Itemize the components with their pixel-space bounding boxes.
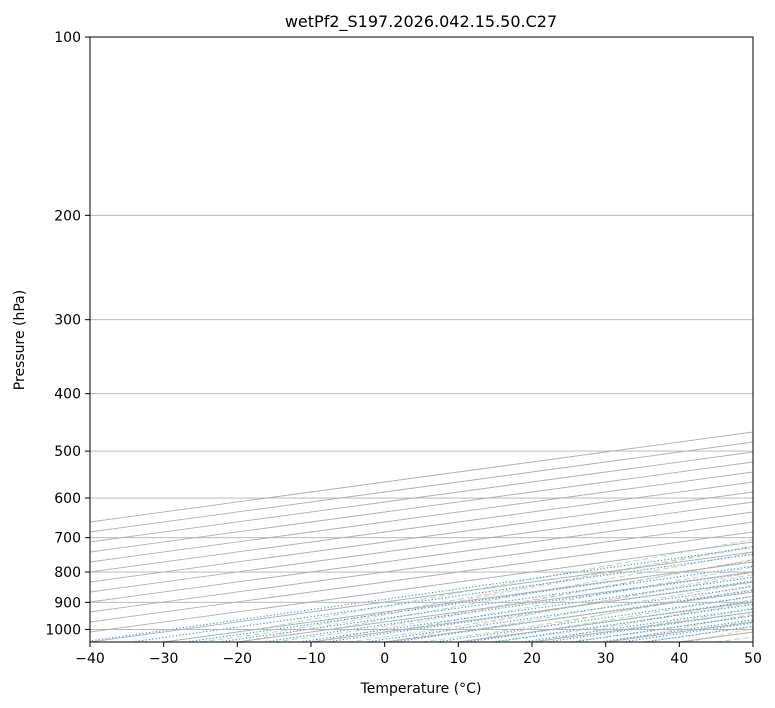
isotherm-line	[90, 511, 753, 603]
isotherm-line	[90, 471, 753, 563]
x-axis-title: Temperature (°C)	[360, 681, 482, 697]
x-tick-label: 40	[670, 651, 688, 667]
moist-adiabat	[310, 566, 753, 642]
x-axis: −40 −30 −20 −10 0 10 20 30 40 50	[75, 642, 762, 667]
mixing-ratio-line	[185, 561, 753, 642]
isotherm-line	[90, 501, 753, 593]
isotherm-line	[90, 461, 753, 553]
y-tick-label: 500	[54, 444, 81, 460]
dry-adiabat	[463, 585, 753, 642]
x-tick-label: 0	[380, 651, 389, 667]
moist-adiabat	[347, 574, 753, 642]
moist-adiabat	[274, 559, 753, 642]
x-tick-label: −30	[149, 651, 179, 667]
x-tick-label: −10	[296, 651, 326, 667]
moist-adiabat	[163, 539, 753, 642]
mixing-ratio-line	[218, 565, 753, 642]
moist-adiabat	[200, 545, 753, 642]
mixing-ratio-line	[262, 571, 753, 642]
y-axis: 100 200 300 400 500 600 700 800 900 1000	[45, 30, 90, 638]
y-tick-label: 600	[54, 491, 81, 507]
y-tick-label: 1000	[45, 622, 81, 638]
y-tick-label: 400	[54, 387, 81, 403]
background-lines	[90, 539, 753, 642]
isotherm-line	[90, 481, 753, 573]
y-tick-label: 200	[54, 208, 81, 224]
isotherm-line	[90, 491, 753, 583]
x-tick-label: 10	[449, 651, 467, 667]
x-tick-label: −20	[223, 651, 253, 667]
chart-title: wetPf2_S197.2026.042.15.50.C27	[285, 12, 557, 32]
mixing-ratio-line	[131, 553, 753, 642]
y-tick-label: 100	[54, 30, 81, 46]
dry-adiabat	[239, 546, 753, 642]
x-tick-label: 30	[597, 651, 615, 667]
y-tick-label: 700	[54, 531, 81, 547]
isotherm-line	[90, 451, 753, 543]
plot-frame	[89, 36, 754, 643]
mixing-ratio-line	[572, 615, 753, 642]
x-tick-label: 50	[744, 651, 762, 667]
y-tick-label: 900	[54, 595, 81, 611]
mixing-ratio-line	[522, 608, 753, 642]
y-tick-label: 800	[54, 565, 81, 581]
dry-adiabat	[314, 558, 753, 642]
x-tick-label: 20	[523, 651, 541, 667]
y-axis-title: Pressure (hPa)	[12, 290, 28, 390]
y-tick-label: 300	[54, 313, 81, 329]
x-tick-label: −40	[75, 651, 105, 667]
isotherm-line	[90, 521, 753, 613]
grid-lines	[90, 37, 753, 642]
isotherm-line	[90, 531, 753, 623]
